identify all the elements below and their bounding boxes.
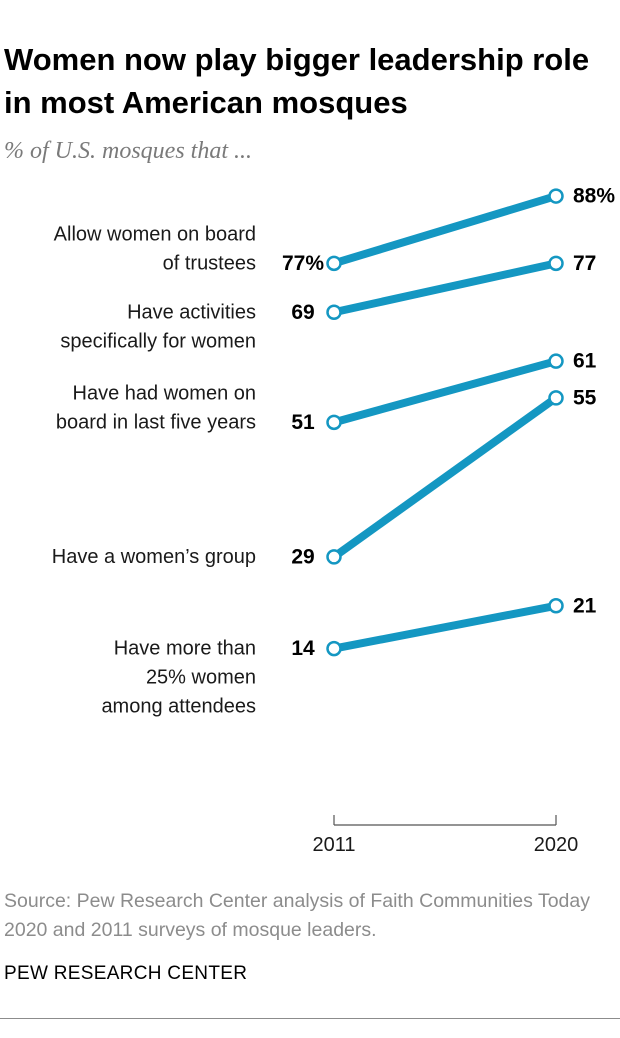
source-note: Source: Pew Research Center analysis of …: [4, 890, 590, 941]
category-label: Have a women’s group: [52, 546, 256, 568]
category-label: Have activities: [127, 301, 256, 323]
value-label-2020: 88%: [573, 185, 615, 208]
series-line: [332, 192, 558, 268]
series-line: [331, 394, 559, 561]
value-label-2020: 21: [573, 594, 597, 617]
series-line: [333, 259, 557, 317]
point-2020: [548, 390, 564, 406]
value-label-2020: 55: [573, 386, 597, 409]
x-tick-label: 2020: [534, 834, 579, 856]
value-label-2020: 77: [573, 252, 596, 275]
category-label: Allow women on board: [54, 223, 256, 245]
point-2011: [326, 255, 342, 272]
value-label-2020: 61: [573, 350, 597, 373]
organization-name: PEW RESEARCH CENTER: [4, 963, 248, 984]
value-label-2011: 51: [291, 411, 315, 434]
category-label: Have had women on: [73, 382, 256, 404]
value-label-2011: 14: [291, 637, 315, 660]
value-label-2011: 77%: [282, 252, 324, 275]
point-2020: [548, 598, 564, 614]
value-label-2011: 29: [291, 545, 314, 568]
category-label: specifically for women: [60, 330, 256, 352]
chart-title: Women now play bigger leadership role in…: [4, 42, 590, 120]
point-2011: [326, 304, 342, 321]
point-2020: [548, 188, 564, 204]
bottom-divider: [0, 1018, 620, 1019]
category-label: Have more than: [114, 638, 256, 660]
slope-chart: 77% 88% Allow women on board of trustees 69 7…: [52, 185, 616, 856]
point-2011: [326, 414, 342, 431]
point-2020: [548, 255, 564, 272]
series-line: [333, 601, 557, 653]
x-tick-label: 2011: [312, 834, 355, 856]
point-2011: [326, 640, 342, 657]
category-label: among attendees: [101, 696, 256, 718]
series-line: [332, 357, 558, 427]
category-label: of trustees: [163, 252, 256, 274]
value-label-2011: 69: [291, 301, 314, 324]
chart-subtitle: % of U.S. mosques that ...: [4, 138, 252, 164]
point-2011: [326, 549, 342, 565]
category-label: 25% women: [146, 667, 256, 689]
category-label: board in last five years: [56, 411, 256, 433]
point-2020: [548, 353, 564, 369]
